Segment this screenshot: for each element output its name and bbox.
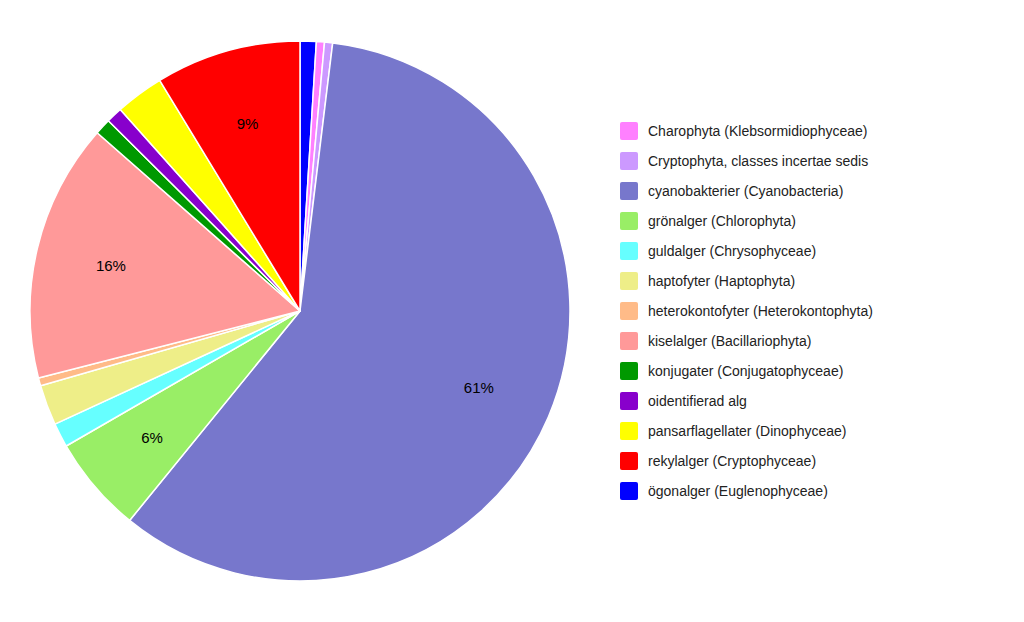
legend-label: oidentifierad alg [648,393,747,409]
legend-label: kiselalger (Bacillariophyta) [648,333,811,349]
legend-label: heterokontofyter (Heterokontophyta) [648,303,873,319]
data-labels: 61% 6% 16% 9% [96,115,494,445]
legend-swatch [620,152,638,170]
legend-swatch [620,212,638,230]
legend-label: cyanobakterier (Cyanobacteria) [648,183,843,199]
legend-swatch [620,302,638,320]
legend-swatch [620,362,638,380]
legend-swatch [620,452,638,470]
legend-swatch [620,332,638,350]
legend-swatch [620,182,638,200]
legend-swatch [620,482,638,500]
legend-label: guldalger (Chrysophyceae) [648,243,816,259]
data-label: 9% [237,115,259,132]
chart-svg: 61% 6% 16% 9% Charophyta (Klebsormidiophycea… [0,0,1024,622]
legend-label: rekylalger (Cryptophyceae) [648,453,816,469]
legend: Charophyta (Klebsormidiophyceae) Cryptoph… [620,122,873,500]
pie-slice [160,41,300,311]
data-label: 6% [141,429,163,446]
data-label: 61% [464,379,494,396]
legend-label: grönalger (Chlorophyta) [648,213,796,229]
legend-swatch [620,422,638,440]
slices [30,41,570,581]
legend-label: pansarflagellater (Dinophyceae) [648,423,846,439]
legend-label: Cryptophyta, classes incertae sedis [648,153,868,169]
legend-swatch [620,392,638,410]
legend-label: konjugater (Conjugatophyceae) [648,363,843,379]
legend-label: ögonalger (Euglenophyceae) [648,483,828,499]
legend-label: haptofyter (Haptophyta) [648,273,795,289]
legend-swatch [620,122,638,140]
legend-label: Charophyta (Klebsormidiophyceae) [648,123,867,139]
legend-swatch [620,242,638,260]
data-label: 16% [96,257,126,274]
chart-container: 61% 6% 16% 9% Charophyta (Klebsormidiophycea… [0,0,1024,622]
legend-swatch [620,272,638,290]
